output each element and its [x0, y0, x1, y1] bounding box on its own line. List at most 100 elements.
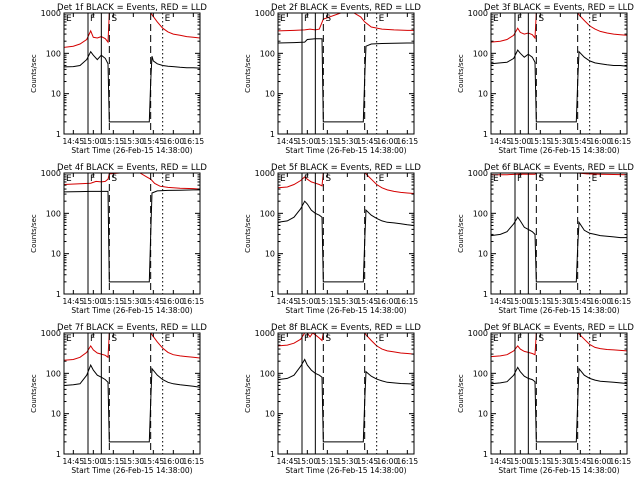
panel-title: Det 6f BLACK = Events, RED = LLD — [484, 163, 634, 173]
x-tick-label: 15:45 — [570, 297, 592, 306]
y-tick-label: 10 — [51, 410, 61, 419]
x-tick-label: 14:45 — [63, 297, 85, 306]
x-tick-label: 15:45 — [143, 457, 165, 466]
x-tick-label: 14:45 — [63, 137, 85, 146]
event-marker-label: E — [592, 334, 598, 344]
x-tick-label: 15:30 — [550, 457, 572, 466]
y-tick-label: 1 — [56, 290, 61, 299]
y-tick-label: 10 — [265, 410, 275, 419]
x-tick-label: 16:15 — [183, 297, 205, 306]
x-tick-label: 15:15 — [317, 297, 339, 306]
x-tick-label: 16:15 — [610, 137, 632, 146]
events-series-line — [278, 200, 414, 283]
x-tick-label: 15:45 — [357, 137, 379, 146]
events-series-line — [278, 358, 414, 443]
panel-title: Det 1f BLACK = Events, RED = LLD — [57, 3, 207, 13]
x-tick-label: 16:00 — [377, 137, 399, 146]
x-tick-label: 16:00 — [590, 297, 612, 306]
y-tick-label: 1 — [270, 130, 275, 139]
y-axis-label: Counts/sec — [244, 374, 252, 413]
lld-series-line — [64, 13, 200, 48]
plot-frame — [63, 332, 201, 455]
event-marker-label: E — [165, 14, 171, 24]
events-series-line — [278, 38, 414, 123]
y-tick-label: 100 — [473, 49, 488, 58]
plot-frame — [490, 332, 628, 455]
event-marker-label: E — [66, 174, 72, 184]
x-tick-label: 15:30 — [123, 137, 145, 146]
x-tick-label: 15:15 — [103, 297, 125, 306]
x-tick-label: 16:00 — [590, 457, 612, 466]
y-tick-label: 1 — [483, 130, 488, 139]
x-axis-label: Start Time (26-Feb-15 14:38:00) — [285, 466, 406, 475]
x-tick-label: 16:00 — [163, 457, 185, 466]
y-tick-label: 100 — [46, 49, 61, 58]
x-tick-label: 15:00 — [83, 297, 105, 306]
y-tick-label: 100 — [473, 209, 488, 218]
x-tick-label: 15:00 — [510, 137, 532, 146]
x-tick-label: 16:15 — [610, 297, 632, 306]
lld-series-line — [278, 333, 414, 355]
event-marker-label: S — [111, 334, 117, 344]
events-series-line — [64, 363, 200, 443]
plot-frame — [277, 332, 415, 455]
event-marker-label: F — [517, 14, 522, 24]
event-marker-label: E — [280, 14, 286, 24]
event-marker-label: E — [280, 174, 286, 184]
plot-frame — [277, 12, 415, 135]
event-marker-label: E — [165, 174, 171, 184]
y-tick-label: 100 — [260, 369, 275, 378]
x-tick-label: 15:15 — [103, 457, 125, 466]
event-marker-label: F — [517, 334, 522, 344]
event-marker-label: S — [325, 14, 331, 24]
y-tick-label: 1000 — [255, 169, 275, 178]
x-tick-label: 16:15 — [397, 297, 419, 306]
y-tick-label: 10 — [478, 90, 488, 99]
plot-frame — [490, 172, 628, 295]
y-tick-label: 1 — [56, 450, 61, 459]
y-axis-label: Counts/sec — [457, 374, 465, 413]
x-tick-label: 15:30 — [123, 297, 145, 306]
events-series-line — [64, 189, 200, 283]
x-tick-label: 15:45 — [357, 297, 379, 306]
x-tick-label: 15:00 — [510, 297, 532, 306]
y-tick-label: 1000 — [41, 9, 61, 18]
x-tick-label: 15:15 — [530, 457, 552, 466]
x-tick-label: 15:00 — [297, 457, 319, 466]
event-marker-label: E — [379, 174, 385, 184]
y-axis-label: Counts/sec — [30, 214, 38, 253]
event-marker-label: E — [493, 14, 499, 24]
y-tick-label: 1000 — [468, 169, 488, 178]
x-tick-label: 15:45 — [357, 457, 379, 466]
lld-series-line — [64, 173, 200, 190]
y-tick-label: 1000 — [41, 329, 61, 338]
x-axis-label: Start Time (26-Feb-15 14:38:00) — [71, 306, 192, 315]
event-marker-label: F — [304, 14, 309, 24]
x-tick-label: 15:00 — [297, 137, 319, 146]
x-tick-label: 15:45 — [570, 137, 592, 146]
y-tick-label: 1 — [270, 290, 275, 299]
event-marker-label: E — [66, 334, 72, 344]
x-tick-label: 15:45 — [143, 137, 165, 146]
events-series-line — [491, 49, 627, 123]
panel-title: Det 9f BLACK = Events, RED = LLD — [484, 323, 634, 333]
event-marker-label: F — [304, 174, 309, 184]
event-marker-label: E — [493, 174, 499, 184]
x-tick-label: 15:15 — [103, 137, 125, 146]
event-marker-label: F — [90, 14, 95, 24]
x-tick-label: 14:45 — [490, 457, 512, 466]
x-tick-label: 15:15 — [530, 297, 552, 306]
x-tick-label: 16:15 — [397, 457, 419, 466]
event-marker-label: F — [517, 174, 522, 184]
x-tick-label: 14:45 — [277, 457, 299, 466]
x-tick-label: 15:15 — [530, 137, 552, 146]
x-tick-label: 16:15 — [183, 457, 205, 466]
